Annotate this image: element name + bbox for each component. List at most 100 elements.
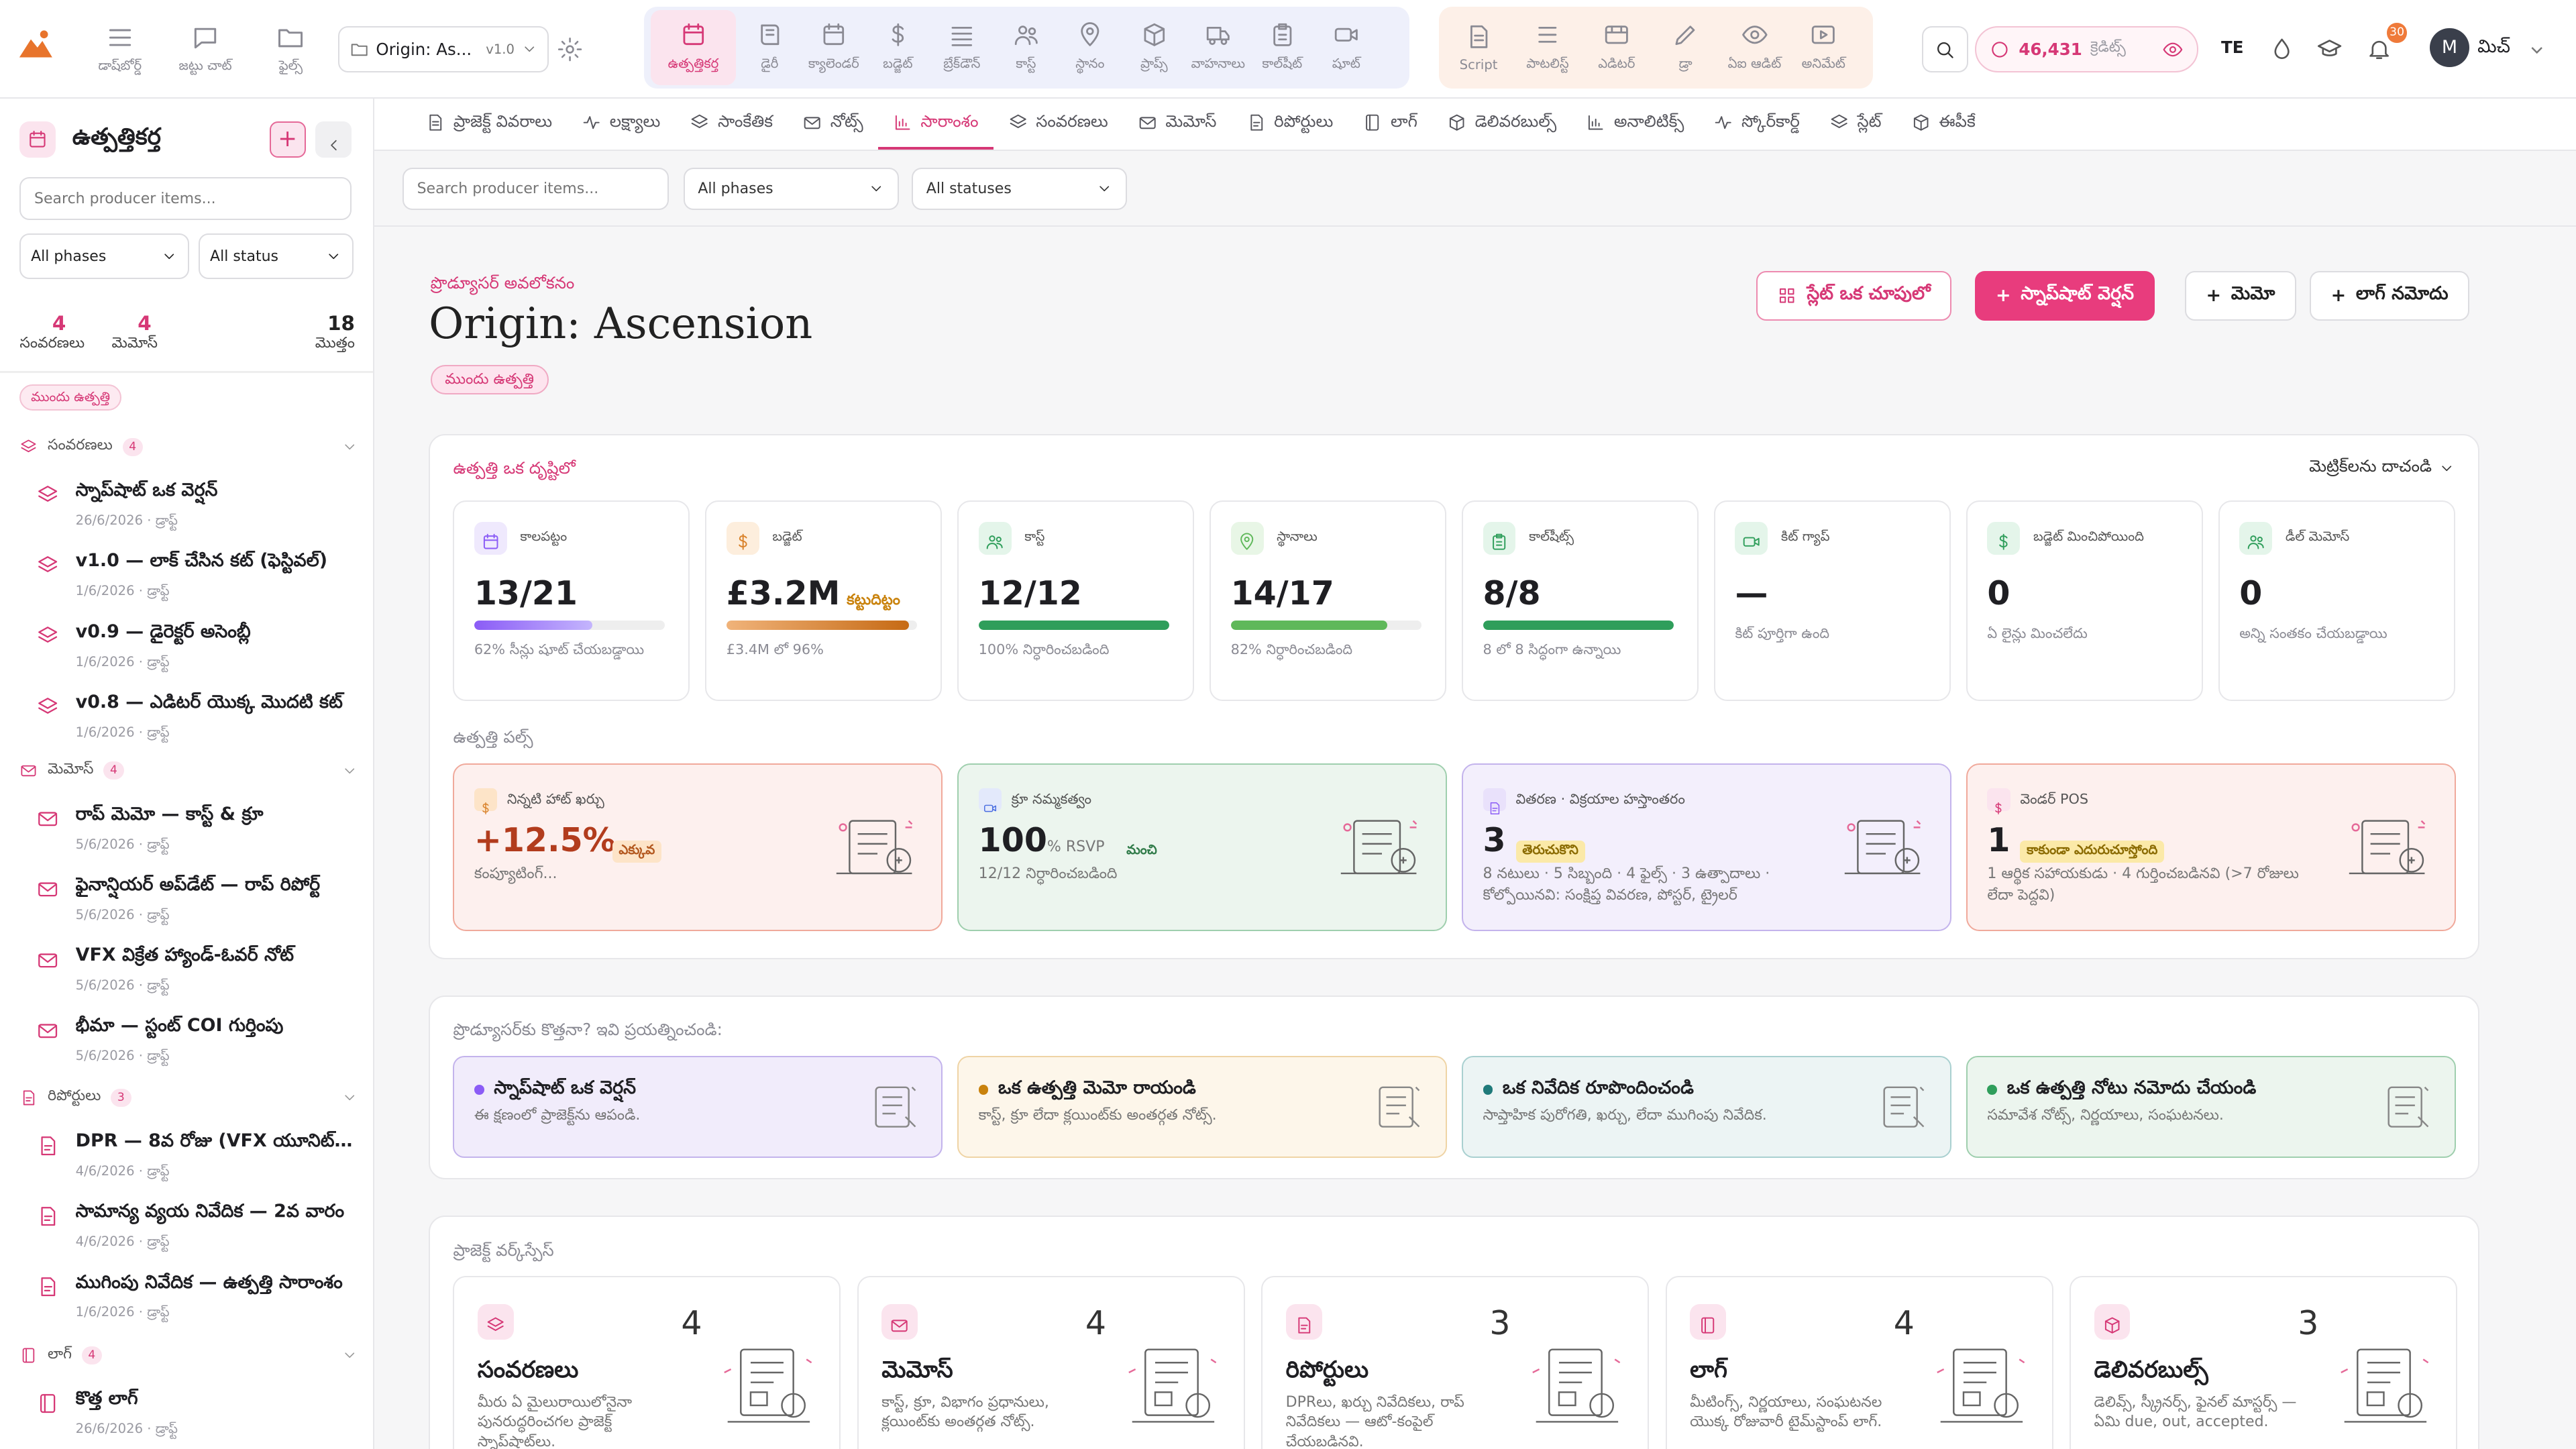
dashboard-nav[interactable]: డాష్‌బోర్డ్ xyxy=(85,23,154,76)
tab-item[interactable]: నోట్స్ xyxy=(788,99,878,150)
team-chat-nav[interactable]: జట్టు చాట్ xyxy=(171,23,240,76)
sidebar-group-header[interactable]: లాగ్ 4 xyxy=(19,1346,358,1366)
snapshot-version-button[interactable]: + స్నాప్‌షాట్ వెర్షన్ xyxy=(1974,271,2155,321)
module-editor[interactable]: ఎడిటర్ xyxy=(1584,10,1650,86)
try-item[interactable]: ఒక నివేదిక రూపొందించండి సాప్తాహిక పురోగతి… xyxy=(1462,1056,1951,1159)
chevron-down-icon[interactable] xyxy=(2527,36,2546,56)
phase-filter-select[interactable]: All phases xyxy=(683,167,899,211)
global-search-button[interactable] xyxy=(1922,26,1968,72)
tab-item[interactable]: స్కోర్‌కార్డ్ xyxy=(1699,99,1814,150)
tab-item[interactable]: లాగ్ xyxy=(1348,99,1432,150)
sidebar-group-header[interactable]: రిపోర్టులు 3 xyxy=(19,1087,358,1108)
sidebar-list-item[interactable]: VFX విక్రేత హ్యాండ్-ఓవర్ నోట్ 5/6/2026 · … xyxy=(36,945,358,1004)
tab-item[interactable]: స్లేట్ xyxy=(1815,99,1896,150)
try-item[interactable]: స్నాప్‌షాట్ ఒక వెర్షన్ ఈ క్షణంలో ప్రాజెక్… xyxy=(453,1056,943,1159)
project-settings-button[interactable] xyxy=(552,30,588,69)
slate-glance-button[interactable]: స్లేట్ ఒక చూపులో xyxy=(1756,271,1952,321)
project-selector[interactable]: Origin: As... v1.0 xyxy=(338,26,549,72)
app-logo-icon[interactable] xyxy=(16,26,56,62)
sidebar-list-item[interactable]: ఫైనాన్షియర్ అప్‌డేట్ — రాప్ రిపోర్ట్ 5/6/… xyxy=(36,874,358,933)
module-breakdown[interactable]: బ్రేక్‌డౌన్ xyxy=(932,10,993,86)
sidebar-list-item[interactable]: v0.9 — డైరెక్టర్ అసెంబ్లీ 1/6/2026 · డ్రా… xyxy=(36,621,358,680)
user-name[interactable]: మిచ్ xyxy=(2477,36,2511,57)
tab-item[interactable]: ప్రాజెక్ట్ వివరాలు xyxy=(411,99,567,150)
metric-card[interactable]: కిట్ గ్యాప్ — కిట్ పూర్తిగా ఉంది xyxy=(1714,500,1951,702)
tab-item[interactable]: సంవరణలు xyxy=(994,99,1123,150)
sidebar-search-input[interactable] xyxy=(19,177,352,221)
module-draw[interactable]: డ్రా xyxy=(1653,10,1719,86)
sidebar-list-item[interactable]: రాప్ మెమో — కాస్ట్ & క్రూ 5/6/2026 · డ్రా… xyxy=(36,804,358,863)
status-filter-select[interactable]: All statuses xyxy=(912,167,1127,211)
tab-item[interactable]: లక్ష్యాలు xyxy=(567,99,675,150)
metric-card[interactable]: స్థానాలు 14/17 82% నిర్ధారించబడింది xyxy=(1210,500,1446,702)
credits-badge[interactable]: 46,431 క్రెడిట్స్ xyxy=(1974,26,2198,72)
module-calendar[interactable]: క్యాలెండర్ xyxy=(804,10,865,86)
metric-card[interactable]: కాలపట్టం 13/21 62% సీన్లు షూట్ చేయబడ్డాయి xyxy=(453,500,690,702)
pulse-card[interactable]: నిన్నటి హాట్ ఖర్చు +12.5% ఎక్కువ కంప్యూటింగ… xyxy=(453,763,943,932)
sidebar-list-item[interactable]: ముగింపు నివేదిక — ఉత్పత్తి సారాంశం 1/6/20… xyxy=(36,1272,358,1331)
files-nav[interactable]: ఫైల్స్ xyxy=(256,23,325,76)
sidebar-group-header[interactable]: సంవరణలు 4 xyxy=(19,437,358,457)
notifications-button[interactable] xyxy=(2366,33,2396,62)
workspace-tile[interactable]: 4 లాగ్ మీటింగ్స్, నిర్ణయాలు, సంఘటనల యొక్క … xyxy=(1665,1276,2053,1449)
metric-card[interactable]: డీల్ మెమోస్ 0 అన్ని సంతకం చేయబడ్డాయి xyxy=(2218,500,2455,702)
producer-search-input[interactable] xyxy=(402,167,669,211)
tab-item[interactable]: ఈపీకే xyxy=(1896,99,1990,150)
sidebar-list-item[interactable]: v1.0 — లాక్ చేసిన కట్ (ఫెస్టివల్) 1/6/202… xyxy=(36,550,358,609)
phase-filter-badge[interactable]: ముందు ఉత్పత్తి xyxy=(19,384,121,411)
illustration-icon xyxy=(2343,808,2431,883)
language-switch[interactable]: TE xyxy=(2221,38,2244,58)
tab-item[interactable]: సారాంశం xyxy=(877,99,994,150)
tab-label: స్లేట్ xyxy=(1857,111,1882,131)
tab-item[interactable]: డెలివరబుల్స్ xyxy=(1432,99,1571,150)
metric-card[interactable]: బడ్జెట్ మించిపోయింది 0 ఏ లైన్లు మించలేదు xyxy=(1966,500,2203,702)
sidebar-list-item[interactable]: స్నాప్‌షాట్ ఒక వెర్షన్ 26/6/2026 · డ్రాఫ్… xyxy=(36,480,358,539)
module-shoot[interactable]: షూట్ xyxy=(1316,10,1377,86)
avatar[interactable]: M xyxy=(2430,28,2469,68)
module-ai-audit[interactable]: ఏఐ ఆడిట్ xyxy=(1721,10,1787,86)
eye-icon[interactable] xyxy=(2162,39,2184,60)
module-diary[interactable]: డైరీ xyxy=(739,10,800,86)
sidebar-list-item[interactable]: సామాన్య వ్యయ నివేదిక — 2వ వారం 4/6/2026 ·… xyxy=(36,1201,358,1260)
new-log-button[interactable]: + లాగ్ నమోదు xyxy=(2310,271,2469,321)
sidebar-status-select[interactable]: All status xyxy=(199,233,354,280)
module-location[interactable]: స్థానం xyxy=(1060,10,1121,86)
sidebar-phase-select[interactable]: All phases xyxy=(19,233,189,280)
module-animate[interactable]: అనిమేట్ xyxy=(1790,10,1856,86)
sidebar-list-item[interactable]: DPR — 8వ రోజు (VFX యూనిట్ రోజు) 4/6/2026 … xyxy=(36,1130,358,1189)
sidebar-list-item[interactable]: v0.8 — ఎడిటర్ యొక్క మొదటి కట్ 1/6/2026 · … xyxy=(36,692,358,751)
pulse-card[interactable]: వితరణ · విక్రయాల హస్తాంతరం 3 తెరుచుకొని 8 న… xyxy=(1462,763,1951,932)
add-item-button[interactable]: + xyxy=(269,121,306,158)
try-item[interactable]: ఒక ఉత్పత్తి మెమో రాయండి కాస్ట్, క్రూ లేదా… xyxy=(957,1056,1448,1159)
new-memo-button[interactable]: + మెమో xyxy=(2185,271,2296,321)
workspace-tile[interactable]: 3 రిపోర్టులు DPRలు, ఖర్చు నివేదికలు, రాప్ … xyxy=(1261,1276,1650,1449)
pulse-card[interactable]: వెండర్ POS 1 కాకుండా ఎదురుచూస్తోంది 1 ఆర్థి… xyxy=(1966,763,2456,932)
sidebar-group-header[interactable]: మెమోస్ 4 xyxy=(19,761,358,781)
workspace-tile[interactable]: 3 డెలివరబుల్స్ డెలివ్స్, స్క్రీనర్స్, ఫైనల… xyxy=(2070,1276,2458,1449)
sidebar-list-item[interactable]: కొత్త లాగ్ 26/6/2026 · డ్రాఫ్ట్ xyxy=(36,1388,358,1447)
pulse-card[interactable]: క్రూ నమ్మకత్వం 100% RSVP మంచి 12/12 నిర్ధార… xyxy=(957,763,1448,932)
metric-card[interactable]: కాస్ట్ 12/12 100% నిర్ధారించబడింది xyxy=(957,500,1194,702)
module-props[interactable]: ప్రాప్స్ xyxy=(1124,10,1185,86)
try-item[interactable]: ఒక ఉత్పత్తి నోటు నమోదు చేయండి సమావేశ నోట్… xyxy=(1966,1056,2456,1159)
metric-card[interactable]: బడ్జెట్ £3.2M కట్టుదిట్టం £3.4M లో 96% xyxy=(705,500,943,702)
sidebar-list-item[interactable]: భీమా — స్టంట్ COI గుర్తింపు 5/6/2026 · డ్… xyxy=(36,1015,358,1074)
collapse-sidebar-button[interactable] xyxy=(315,121,352,158)
tab-item[interactable]: అనాలిటిక్స్ xyxy=(1571,99,1699,150)
module-script[interactable]: Script xyxy=(1446,10,1511,86)
tab-item[interactable]: రిపోర్టులు xyxy=(1231,99,1348,150)
tab-item[interactable]: మెమోస్ xyxy=(1123,99,1232,150)
hide-metrics-toggle[interactable]: మెట్రిక్‌లను దాచండి xyxy=(2309,456,2455,480)
theme-toggle[interactable] xyxy=(2269,33,2298,62)
module-callsheet[interactable]: కాల్‌షీట్ xyxy=(1252,10,1313,86)
workspace-tile[interactable]: 4 సంవరణలు మీరు ఏ మైలురాయిలోనైనా పునరుద్ధరి… xyxy=(453,1276,841,1449)
module-shotlist[interactable]: పాటలిస్ట్ xyxy=(1515,10,1580,86)
module-vehicles[interactable]: వాహనాలు xyxy=(1188,10,1249,86)
module-producer[interactable]: ఉత్పత్తికర్త xyxy=(650,9,737,86)
workspace-tile[interactable]: 4 మెమోస్ కాస్ట్, క్రూ, విభాగం ప్రధానులు, క… xyxy=(857,1276,1245,1449)
module-cast[interactable]: కాస్ట్ xyxy=(996,10,1057,86)
learn-button[interactable] xyxy=(2316,33,2346,62)
metric-card[interactable]: కాల్‌షీట్స్ 8/8 8 లో 8 సిద్ధంగా ఉన్నాయి xyxy=(1462,500,1699,702)
module-budget[interactable]: బడ్జెట్ xyxy=(867,10,928,86)
tab-item[interactable]: సాంకేతిక xyxy=(675,99,788,150)
